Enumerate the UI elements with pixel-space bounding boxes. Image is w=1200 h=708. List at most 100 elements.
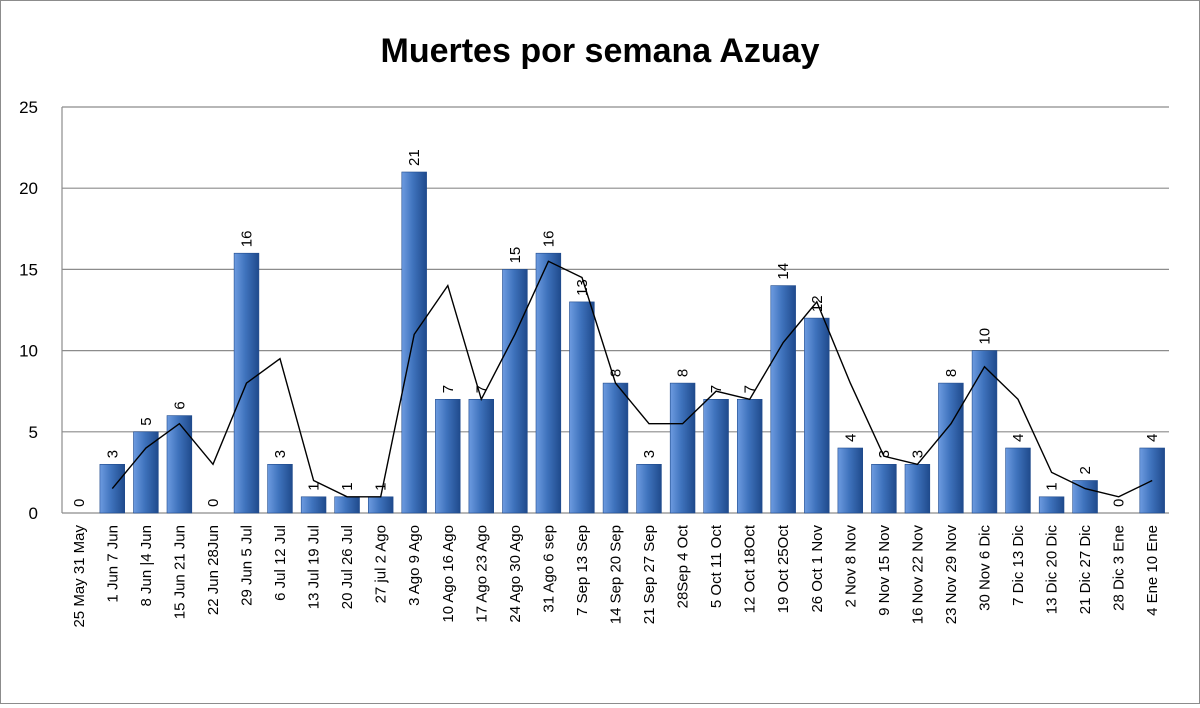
bar-data-label: 8 xyxy=(608,369,625,377)
bar-series xyxy=(99,171,1165,514)
bar xyxy=(1072,480,1098,514)
x-tick-label: 30 Nov 6 Dic xyxy=(977,525,994,611)
bar xyxy=(770,285,796,514)
bar-data-label: 13 xyxy=(574,279,591,296)
bar-data-label: 1 xyxy=(306,482,323,490)
y-tick-label: 5 xyxy=(29,423,38,442)
bar xyxy=(1038,496,1065,514)
x-tick-label: 3 Ago 9 Ago xyxy=(406,525,423,606)
bar xyxy=(669,382,696,514)
x-tick-label: 10 Ago 16 Ago xyxy=(440,525,457,623)
bar xyxy=(971,350,998,514)
bar-data-label: 4 xyxy=(1010,434,1027,442)
x-tick-label: 29 Jun 5 Jul xyxy=(239,525,256,606)
bar xyxy=(99,463,126,514)
bar xyxy=(871,463,897,514)
bar xyxy=(837,447,864,514)
bar-data-label: 0 xyxy=(205,499,222,507)
bar-data-label: 2 xyxy=(1077,466,1094,474)
bar-data-label: 7 xyxy=(742,385,759,393)
bar xyxy=(133,431,159,514)
x-tick-label: 21 Dic 27 Dic xyxy=(1077,525,1094,615)
bar-data-label: 0 xyxy=(1111,499,1128,507)
bar xyxy=(1005,447,1031,514)
bar-data-label: 3 xyxy=(909,450,926,458)
x-tick-label: 27 jul 2 Ago xyxy=(373,525,390,603)
bar xyxy=(535,252,562,514)
x-tick-label: 19 Oct 25Oct xyxy=(775,524,792,613)
bar-data-label: 10 xyxy=(977,328,994,345)
trend-line xyxy=(111,260,1153,498)
x-tick-label: 28 Dic 3 Ene xyxy=(1111,525,1128,611)
bar xyxy=(435,398,461,514)
bar-data-label: 21 xyxy=(406,149,423,166)
bar xyxy=(267,463,293,514)
bar-data-label: 7 xyxy=(440,385,457,393)
chart-title: Muertes por semana Azuay xyxy=(381,32,820,70)
bar xyxy=(1139,447,1165,514)
bar-data-label: 16 xyxy=(540,231,557,248)
x-tick-label: 7 Sep 13 Sep xyxy=(574,525,591,616)
bar-data-label: 8 xyxy=(943,369,960,377)
x-tick-label: 28Sep 4 Oct xyxy=(675,524,692,608)
bar-data-label: 6 xyxy=(171,401,188,409)
bar xyxy=(401,171,427,514)
bar xyxy=(736,398,763,514)
bar-data-label: 14 xyxy=(775,263,792,280)
bar xyxy=(468,398,494,514)
bar-data-label: 0 xyxy=(71,499,88,507)
bar-data-label: 7 xyxy=(473,385,490,393)
bar-data-label: 12 xyxy=(809,295,826,312)
bar xyxy=(938,382,964,514)
bar-data-label: 3 xyxy=(104,450,121,458)
x-tick-label: 21 Sep 27 Sep xyxy=(641,525,658,624)
bar-data-label: 15 xyxy=(507,247,524,264)
x-tick-label: 8 Jun |4 Jun xyxy=(138,525,155,606)
x-tick-label: 9 Nov 15 Nov xyxy=(876,525,893,616)
bar xyxy=(703,398,729,514)
bar-data-label: 1 xyxy=(339,482,356,490)
x-tick-label: 17 Ago 23 Ago xyxy=(473,525,490,623)
x-tick-label: 15 Jun 21 Jun xyxy=(171,525,188,619)
x-tick-label: 26 Oct 1 Nov xyxy=(809,525,826,613)
x-tick-label: 6 Jul 12 Jul xyxy=(272,525,289,601)
bar xyxy=(367,496,394,514)
y-tick-label: 0 xyxy=(29,504,38,523)
bar xyxy=(602,382,629,514)
bar-data-label: 3 xyxy=(876,450,893,458)
x-tick-label: 5 Oct 11 Oct xyxy=(708,524,725,608)
x-tick-label: 7 Dic 13 Dic xyxy=(1010,525,1027,606)
bar-data-label: 7 xyxy=(708,385,725,393)
x-tick-label: 14 Sep 20 Sep xyxy=(608,525,625,624)
x-tick-label: 13 Dic 20 Dic xyxy=(1044,525,1061,615)
x-tick-label: 20 Jul 26 Jul xyxy=(339,525,356,609)
bar xyxy=(166,415,193,514)
x-tick-label: 31 Ago 6 sep xyxy=(540,525,557,613)
y-tick-label: 25 xyxy=(19,98,38,117)
y-tick-label: 20 xyxy=(19,179,38,198)
bar-data-label: 3 xyxy=(272,450,289,458)
line-series xyxy=(111,260,1153,498)
x-tick-label: 24 Ago 30 Ago xyxy=(507,525,524,623)
x-axis: 25 May 31 May 1 Jun 7 Jun 8 Jun |4 Jun 15 J… xyxy=(71,524,1161,627)
bar-data-label: 1 xyxy=(1044,482,1061,490)
x-tick-label: 2 Nov 8 Nov xyxy=(842,525,859,608)
x-tick-label: 16 Nov 22 Nov xyxy=(909,525,926,625)
x-tick-label: 1 Jun 7 Jun xyxy=(104,525,121,603)
x-tick-label: 22 Jun 28Jun xyxy=(205,525,222,615)
bar xyxy=(569,301,595,514)
bar-data-label: 16 xyxy=(239,231,256,248)
bar xyxy=(334,496,360,514)
bar-data-label: 3 xyxy=(641,450,658,458)
bar xyxy=(636,463,662,514)
bar-data-label: 4 xyxy=(842,434,859,442)
bar xyxy=(804,317,830,514)
bar-data-label: 4 xyxy=(1144,434,1161,442)
bar xyxy=(502,269,528,514)
x-tick-label: 23 Nov 29 Nov xyxy=(943,525,960,625)
bar xyxy=(904,463,931,514)
x-tick-label: 25 May 31 May xyxy=(71,525,88,628)
